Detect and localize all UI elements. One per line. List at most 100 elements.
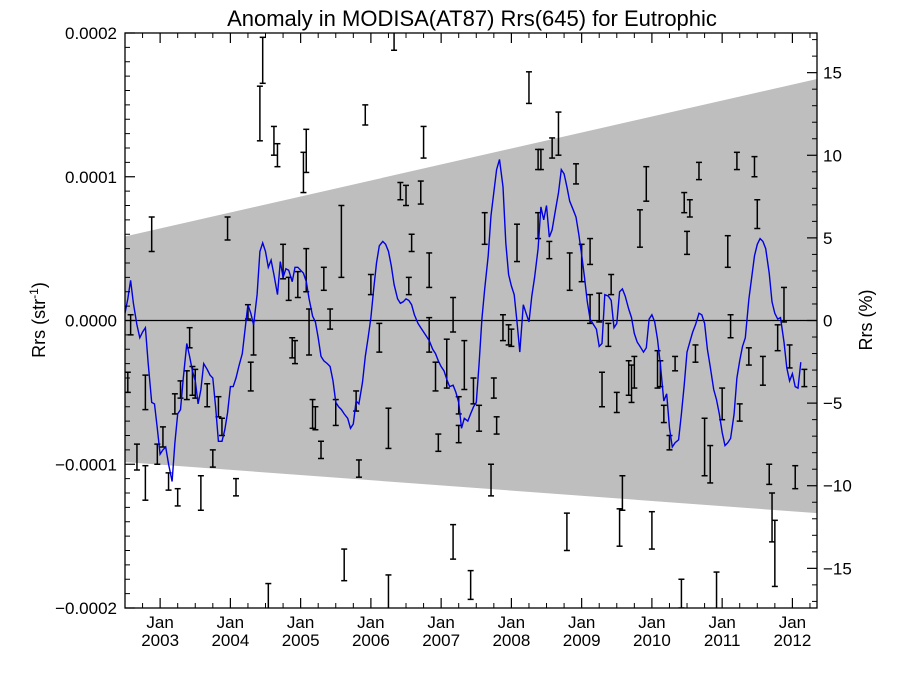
x-tick-year-label: 2009 xyxy=(563,631,601,650)
error-bar-21 xyxy=(224,216,231,241)
error-bar-127 xyxy=(736,403,743,422)
x-tick-month-label: Jan xyxy=(217,613,244,632)
error-bar-79 xyxy=(499,314,506,342)
error-bar-57 xyxy=(403,184,410,207)
error-bar-42 xyxy=(318,440,325,460)
x-tick-month-label: Jan xyxy=(779,613,806,632)
error-bar-65 xyxy=(435,433,442,453)
error-bar-89 xyxy=(555,111,562,156)
x-tick-year-label: 2010 xyxy=(633,631,671,650)
error-bar-76 xyxy=(488,463,495,497)
error-bar-75 xyxy=(481,211,488,246)
error-bar-96 xyxy=(596,292,603,323)
x-tick-month-label: Jan xyxy=(568,613,595,632)
error-bar-37 xyxy=(303,128,310,174)
error-bar-40 xyxy=(309,398,316,430)
y-axis-left-label-sup: -1 xyxy=(27,288,41,299)
error-bar-63 xyxy=(426,252,433,289)
error-bar-133 xyxy=(769,492,776,543)
x-tick-month-label: Jan xyxy=(638,613,665,632)
uncertainty-band xyxy=(125,79,817,514)
error-bar-12 xyxy=(183,370,190,401)
y-axis-left-label-text: Rrs (str xyxy=(29,299,49,358)
error-bar-115 xyxy=(681,191,688,214)
error-bar-5 xyxy=(148,216,155,253)
error-bar-105 xyxy=(631,355,638,389)
axes: −0.0002 −0.0001 0.0000 0.0001 0.0002 −15 −10 −5… xyxy=(55,24,852,650)
error-bar-129 xyxy=(751,155,758,178)
x-tick-month-label: Jan xyxy=(287,613,314,632)
y-right-tick-label: −10 xyxy=(823,477,852,496)
error-bar-27 xyxy=(259,36,266,85)
error-bar-98 xyxy=(605,322,612,348)
error-bar-74 xyxy=(476,404,483,432)
error-bar-56 xyxy=(397,181,404,201)
error-bar-126 xyxy=(733,151,740,171)
error-bar-2 xyxy=(133,443,140,471)
error-bar-99 xyxy=(608,273,615,296)
y-axis-right-label: Rrs (%) xyxy=(856,290,876,351)
error-bar-77 xyxy=(490,377,497,399)
x-tick-month-label: Jan xyxy=(146,613,173,632)
y-right-tick-label: 15 xyxy=(823,64,842,83)
error-bar-78 xyxy=(493,416,500,435)
error-bar-44 xyxy=(327,308,334,330)
error-bar-52 xyxy=(376,322,383,353)
smoothed-series-line xyxy=(125,159,802,482)
error-bar-3 xyxy=(142,464,149,501)
error-bar-138 xyxy=(792,464,799,490)
error-bar-47 xyxy=(341,548,348,582)
error-bar-22 xyxy=(233,477,240,497)
error-bar-104 xyxy=(628,364,635,404)
error-bar-68 xyxy=(450,296,457,333)
error-bar-136 xyxy=(780,286,787,323)
x-tick-year-label: 2004 xyxy=(211,631,249,650)
error-bar-67 xyxy=(450,523,457,560)
error-bar-16 xyxy=(197,475,204,511)
x-tick-month-label: Jan xyxy=(708,613,735,632)
error-bar-83 xyxy=(525,71,532,105)
error-bar-29 xyxy=(270,125,277,156)
error-bar-58 xyxy=(405,276,412,296)
error-bar-97 xyxy=(599,371,606,408)
error-bar-114 xyxy=(678,578,685,608)
error-bar-54 xyxy=(385,574,392,608)
x-tick-month-label: Jan xyxy=(498,613,525,632)
error-bar-135 xyxy=(774,324,781,352)
y-axis-left-label: Rrs (str-1) xyxy=(27,282,49,358)
error-bar-91 xyxy=(566,252,573,292)
error-bar-34 xyxy=(292,339,299,365)
error-bar-87 xyxy=(546,240,553,260)
error-bar-121 xyxy=(707,444,714,484)
error-bar-132 xyxy=(766,463,773,486)
plot-area xyxy=(125,33,817,608)
error-bar-10 xyxy=(174,487,181,507)
y-axis-left-label-end: ) xyxy=(29,282,49,288)
error-bar-35 xyxy=(294,270,301,299)
y-right-tick-label: 0 xyxy=(823,312,832,331)
error-bar-106 xyxy=(636,209,643,248)
error-bar-134 xyxy=(771,519,778,588)
x-tick-year-label: 2006 xyxy=(352,631,390,650)
error-bar-82 xyxy=(514,223,521,263)
chart-title: Anomaly in MODISA(AT87) Rrs(645) for Eut… xyxy=(227,6,717,31)
x-tick-year-label: 2008 xyxy=(492,631,530,650)
y-right-tick-label: −5 xyxy=(823,394,842,413)
error-bar-26 xyxy=(256,85,263,142)
error-bar-128 xyxy=(745,347,752,366)
error-bar-80 xyxy=(505,324,512,346)
error-bar-116 xyxy=(684,230,691,256)
error-bar-49 xyxy=(355,459,362,478)
error-bar-53 xyxy=(385,407,392,450)
x-tick-year-label: 2007 xyxy=(422,631,460,650)
error-bar-55 xyxy=(391,33,398,51)
y-left-tick-label: −0.0002 xyxy=(55,599,117,618)
y-left-tick-label: −0.0001 xyxy=(55,455,117,474)
error-bar-107 xyxy=(643,165,650,202)
x-tick-month-label: Jan xyxy=(357,613,384,632)
error-bar-71 xyxy=(461,339,468,391)
y-right-tick-label: −15 xyxy=(823,559,852,578)
error-bar-119 xyxy=(695,161,702,181)
y-right-tick-label: 10 xyxy=(823,146,842,165)
